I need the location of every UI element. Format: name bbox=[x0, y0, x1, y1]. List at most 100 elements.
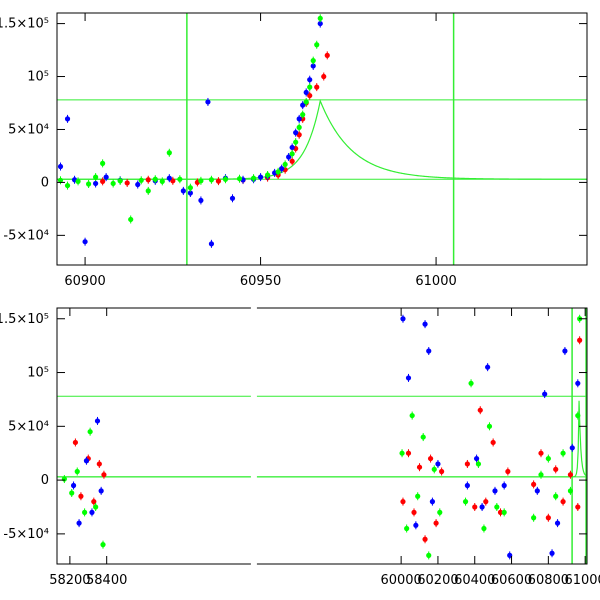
data-point-red bbox=[433, 520, 439, 526]
y-tick-label: 5×10⁴ bbox=[8, 122, 49, 137]
data-point-blue bbox=[554, 520, 561, 526]
data-point-blue bbox=[257, 174, 264, 180]
data-point-green bbox=[462, 499, 469, 505]
data-point-blue bbox=[417, 295, 422, 300]
y-tick-label: -5×10⁴ bbox=[3, 527, 49, 542]
data-point-green bbox=[545, 455, 551, 462]
data-point-blue bbox=[289, 144, 295, 151]
data-point-blue bbox=[166, 175, 172, 181]
data-point-blue bbox=[208, 241, 215, 247]
data-point-blue bbox=[83, 458, 90, 464]
y-tick-label: 1.5×10⁵ bbox=[0, 312, 49, 327]
data-point-red bbox=[416, 464, 423, 470]
data-point-green bbox=[296, 124, 302, 130]
data-point-red bbox=[577, 337, 583, 343]
data-point-blue bbox=[413, 522, 419, 528]
data-point-green bbox=[575, 412, 581, 419]
x-tick-label: 60950 bbox=[240, 274, 281, 289]
data-point-red bbox=[505, 468, 511, 475]
data-point-green bbox=[275, 169, 281, 175]
data-point-green bbox=[560, 450, 566, 456]
data-point-blue bbox=[64, 116, 71, 122]
data-point-green bbox=[236, 176, 243, 182]
y-tick-label: -5×10⁴ bbox=[3, 228, 49, 243]
data-point-green bbox=[486, 423, 493, 429]
data-point-red bbox=[567, 472, 574, 478]
data-point-green bbox=[420, 434, 426, 440]
data-point-blue bbox=[187, 190, 193, 196]
data-point-green bbox=[399, 450, 405, 456]
top-panel-recent-light-curve: 60900 60950 61000 -5×10⁴ 0 5×10⁴ 10⁵ 1.5×10⁵ bbox=[0, 12, 588, 289]
data-point-green bbox=[177, 176, 183, 182]
data-point-blue bbox=[426, 348, 432, 354]
data-point-green bbox=[494, 504, 500, 510]
y-tick-label: 5×10⁴ bbox=[8, 419, 49, 434]
data-point-blue bbox=[103, 174, 109, 180]
data-point-green bbox=[293, 139, 299, 145]
data-point-blue bbox=[534, 488, 540, 494]
model-curve bbox=[57, 400, 587, 478]
data-point-green bbox=[282, 161, 288, 168]
data-point-green bbox=[198, 178, 204, 184]
data-point-green bbox=[117, 178, 123, 184]
data-point-red bbox=[497, 509, 504, 515]
x-tick-label: 58200 bbox=[49, 573, 90, 588]
data-point-red bbox=[91, 499, 97, 505]
data-point-blue bbox=[307, 77, 313, 83]
data-point-blue bbox=[435, 461, 441, 467]
data-point-green bbox=[61, 476, 67, 482]
data-point-red bbox=[560, 499, 566, 505]
axis-break-gap bbox=[250, 306, 257, 566]
data-point-green bbox=[264, 172, 271, 178]
data-point-blue bbox=[57, 163, 64, 170]
data-point-red bbox=[321, 73, 327, 80]
data-point-green bbox=[289, 151, 295, 157]
data-point-blue bbox=[485, 364, 491, 370]
x-tick-label: 60900 bbox=[64, 274, 105, 289]
data-point-red bbox=[490, 439, 496, 446]
data-point-red bbox=[439, 468, 445, 475]
data-point-blue bbox=[479, 504, 485, 510]
y-tick-label: 10⁵ bbox=[27, 366, 49, 381]
data-point-red bbox=[314, 84, 320, 90]
data-point-green bbox=[138, 177, 144, 183]
data-point-red bbox=[545, 515, 551, 521]
data-point-red bbox=[427, 455, 434, 462]
data-point-green bbox=[128, 216, 134, 223]
plot-area bbox=[57, 13, 587, 265]
data-point-green bbox=[409, 412, 415, 419]
data-point-red bbox=[553, 466, 559, 472]
data-point-blue bbox=[501, 482, 507, 489]
data-point-blue bbox=[310, 63, 316, 69]
data-point-green bbox=[426, 552, 432, 558]
data-point-green bbox=[69, 490, 75, 496]
data-point-blue bbox=[542, 391, 548, 397]
data-point-green bbox=[75, 178, 81, 184]
data-point-green bbox=[166, 150, 172, 156]
data-point-blue bbox=[429, 499, 436, 505]
data-point-green bbox=[152, 176, 158, 182]
axes-frame bbox=[56, 12, 588, 266]
x-tick-label: 60400 bbox=[454, 573, 495, 588]
data-point-blue bbox=[300, 102, 306, 108]
data-point-green bbox=[303, 99, 309, 105]
data-point-blue bbox=[286, 154, 292, 160]
data-point-green bbox=[553, 493, 559, 499]
data-point-red bbox=[472, 504, 478, 510]
y-tick-label: 1.5×10⁵ bbox=[0, 17, 49, 32]
data-point-blue bbox=[422, 321, 428, 327]
data-point-green bbox=[93, 504, 99, 510]
data-point-red bbox=[483, 499, 489, 505]
data-point-green bbox=[208, 177, 215, 183]
data-point-green bbox=[93, 174, 99, 180]
data-point-blue bbox=[507, 552, 513, 558]
data-point-blue bbox=[575, 380, 581, 386]
data-point-green bbox=[100, 542, 106, 548]
data-point-red bbox=[464, 461, 470, 467]
x-tick-label: 60600 bbox=[491, 573, 532, 588]
x-tick-label: 61000 bbox=[415, 274, 456, 289]
data-point-green bbox=[531, 515, 537, 521]
data-point-blue bbox=[473, 455, 480, 462]
data-point-blue bbox=[405, 375, 412, 381]
